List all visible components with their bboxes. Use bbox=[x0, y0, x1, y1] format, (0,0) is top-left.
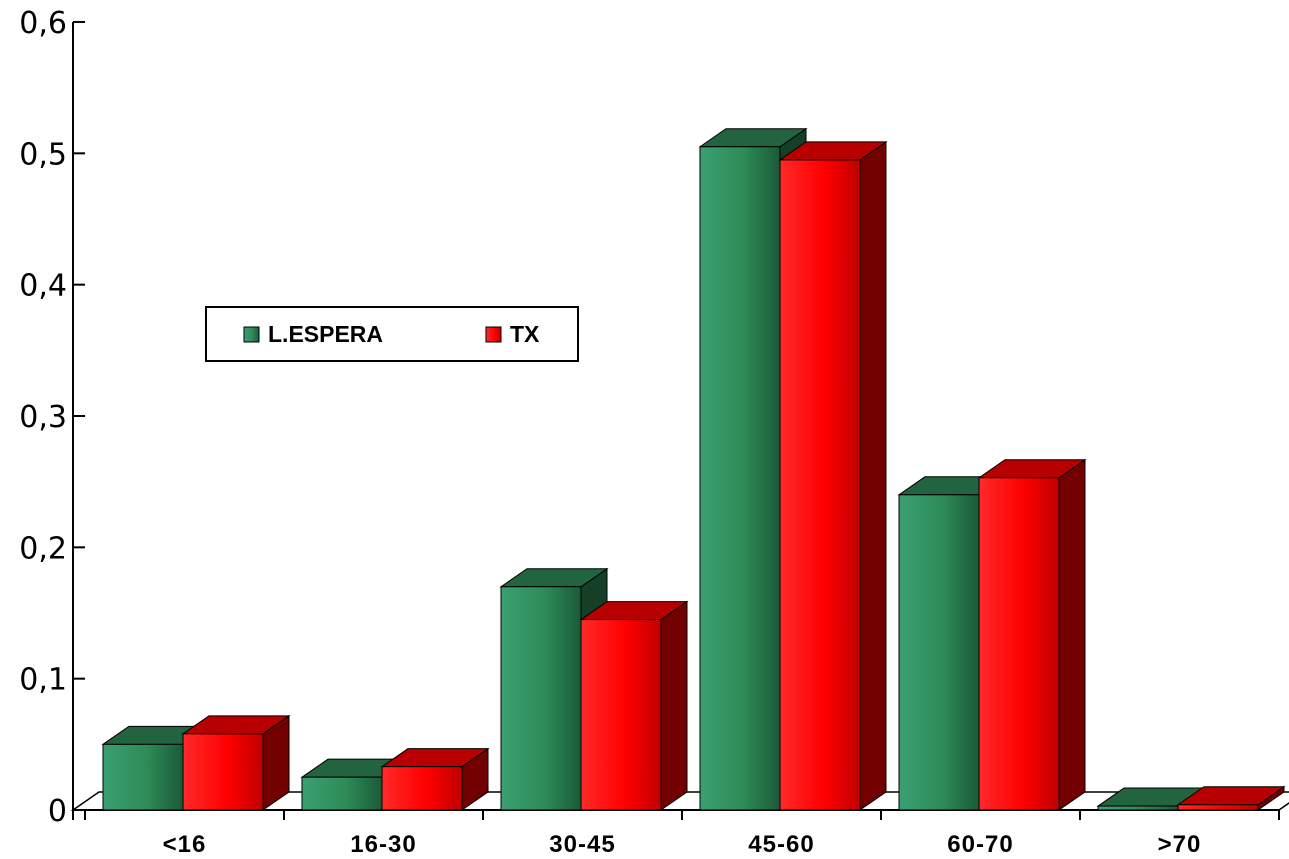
legend-label: TX bbox=[510, 321, 540, 347]
bar-tx-0 bbox=[181, 714, 291, 811]
bar-side-face bbox=[859, 140, 887, 811]
bar-front-face bbox=[699, 146, 781, 811]
x-tick-label: >70 bbox=[1158, 831, 1202, 858]
bar-front-face bbox=[978, 477, 1060, 811]
y-tick-label: 0,4 bbox=[19, 269, 67, 304]
bar-front-face bbox=[381, 766, 463, 811]
bar-front-face bbox=[779, 159, 861, 811]
bar-front-face bbox=[1097, 805, 1179, 811]
x-tick-label: 30-45 bbox=[549, 831, 615, 858]
legend: L.ESPERA TX bbox=[205, 306, 579, 362]
bar-front-face bbox=[1177, 804, 1259, 811]
bar-tx-3 bbox=[778, 140, 888, 811]
legend-swatch-lespera bbox=[243, 326, 260, 343]
y-tick-label: 0,2 bbox=[19, 531, 67, 566]
y-tick-label: 0,5 bbox=[19, 137, 67, 172]
y-tick-label: 0 bbox=[48, 794, 67, 829]
bar-side-face bbox=[1058, 458, 1086, 811]
bar-side-face bbox=[660, 600, 688, 811]
tick-labels: 0 0,1 0,2 0,3 0,4 0,5 0,6 <16 16-30 30-45 45-60 60-… bbox=[19, 6, 1202, 858]
y-tick-label: 0,3 bbox=[19, 400, 67, 435]
bar-front-face bbox=[898, 494, 980, 811]
bar-front-face bbox=[580, 619, 662, 811]
bar-tx-1 bbox=[380, 747, 490, 811]
x-tick-label: 45-60 bbox=[748, 831, 814, 858]
bar-lespera-0 bbox=[101, 725, 211, 811]
y-tick-label: 0,1 bbox=[19, 663, 67, 698]
bar-front-face bbox=[500, 586, 582, 811]
y-tick-label: 0,6 bbox=[19, 6, 67, 41]
bar-front-face bbox=[182, 733, 264, 811]
x-tick-label: 60-70 bbox=[947, 831, 1013, 858]
bar-tx-5 bbox=[1176, 785, 1286, 811]
legend-label: L.ESPERA bbox=[268, 321, 383, 347]
x-tick-label: <16 bbox=[163, 831, 207, 858]
bar-tx-2 bbox=[579, 600, 689, 811]
bar-front-face bbox=[301, 776, 383, 811]
x-tick-label: 16-30 bbox=[350, 831, 416, 858]
bar-tx-4 bbox=[977, 458, 1087, 811]
legend-box bbox=[205, 306, 579, 362]
bar-front-face bbox=[102, 743, 184, 811]
bars bbox=[101, 127, 1286, 811]
legend-swatch-tx bbox=[485, 326, 502, 343]
